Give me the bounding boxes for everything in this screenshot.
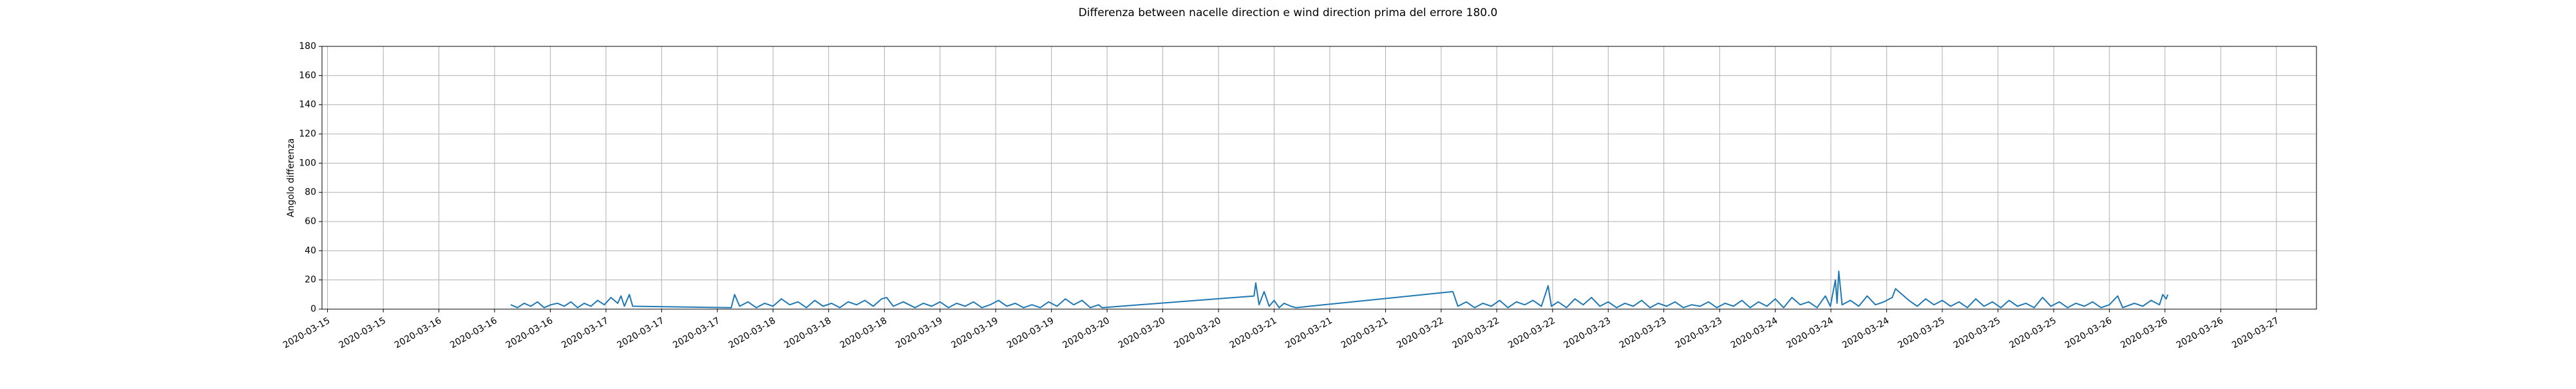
x-tick-label: 2020-03-18 <box>727 316 777 351</box>
x-tick-label: 2020-03-25 <box>2007 316 2058 351</box>
x-tick-label: 2020-03-17 <box>671 316 721 351</box>
x-tick-label: 2020-03-24 <box>1785 316 1835 351</box>
x-tick-label: 2020-03-24 <box>1841 316 1891 351</box>
chart-title: Differenza between nacelle direction e w… <box>1079 6 1498 19</box>
x-tick-label: 2020-03-17 <box>616 316 666 351</box>
x-tick-label: 2020-03-23 <box>1674 316 1724 351</box>
x-tick-label: 2020-03-21 <box>1283 316 1334 351</box>
x-tick-label: 2020-03-23 <box>1562 316 1613 351</box>
x-tick-label: 2020-03-15 <box>281 316 332 351</box>
x-tick-label: 2020-03-17 <box>560 316 610 351</box>
x-tick-label: 2020-03-16 <box>448 316 499 351</box>
x-tick-label: 2020-03-20 <box>1172 316 1222 351</box>
x-tick-label: 2020-03-22 <box>1506 316 1557 351</box>
y-tick-label: 20 <box>305 275 316 285</box>
plot-frame <box>321 46 2317 310</box>
data-line <box>510 270 2169 308</box>
x-tick-label: 2020-03-22 <box>1451 316 1501 351</box>
x-tick-label: 2020-03-25 <box>1952 316 2002 351</box>
y-tick-label: 0 <box>310 304 316 314</box>
x-tick-label: 2020-03-20 <box>1117 316 1167 351</box>
y-tick-label: 60 <box>305 216 316 227</box>
x-tick-label: 2020-03-26 <box>2063 316 2114 351</box>
y-tick-label: 140 <box>299 100 316 110</box>
x-tick-label: 2020-03-16 <box>504 316 555 351</box>
x-tick-label: 2020-03-18 <box>782 316 833 351</box>
x-tick-label: 2020-03-21 <box>1228 316 1278 351</box>
x-tick-label: 2020-03-24 <box>1729 316 1780 351</box>
x-tick-label: 2020-03-26 <box>2119 316 2170 351</box>
y-tick-label: 180 <box>299 41 316 52</box>
y-tick-label: 160 <box>299 70 316 81</box>
x-tick-label: 2020-03-16 <box>393 316 444 351</box>
x-tick-label: 2020-03-22 <box>1395 316 1445 351</box>
y-tick-label: 100 <box>299 158 316 168</box>
y-tick-label: 120 <box>299 129 316 139</box>
y-axis-label: Angolo differenza <box>286 138 296 218</box>
y-tick-label: 40 <box>305 245 316 256</box>
x-tick-label: 2020-03-21 <box>1340 316 1390 351</box>
x-tick-label: 2020-03-19 <box>894 316 944 351</box>
x-tick-label: 2020-03-26 <box>2175 316 2226 351</box>
x-tick-label: 2020-03-19 <box>1005 316 1056 351</box>
y-tick-label: 80 <box>305 187 316 198</box>
x-tick-label: 2020-03-15 <box>337 316 388 351</box>
x-tick-label: 2020-03-25 <box>1896 316 1946 351</box>
x-tick-label: 2020-03-18 <box>838 316 889 351</box>
x-tick-label: 2020-03-27 <box>2230 316 2280 351</box>
x-tick-label: 2020-03-23 <box>1618 316 1668 351</box>
x-tick-label: 2020-03-20 <box>1061 316 1111 351</box>
x-tick-label: 2020-03-19 <box>949 316 999 351</box>
